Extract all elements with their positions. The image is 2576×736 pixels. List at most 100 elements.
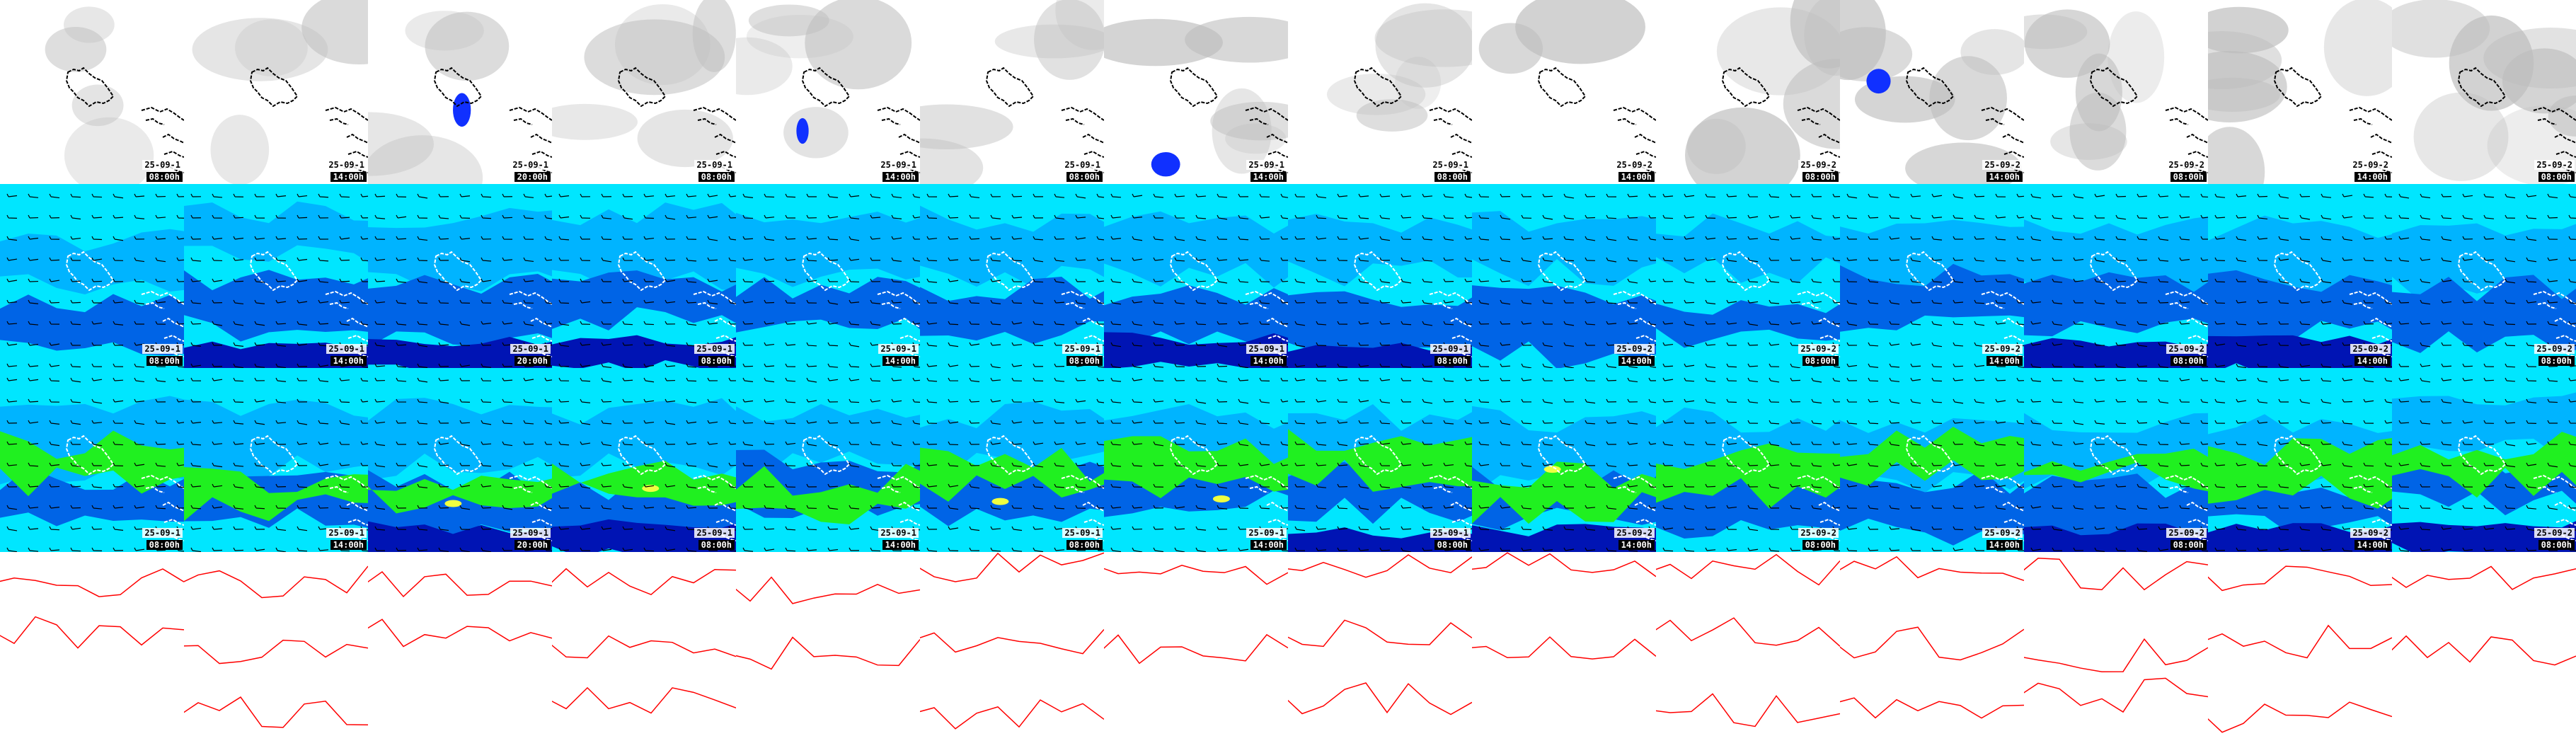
wind-barb-icon <box>707 377 718 381</box>
wind-barb-icon <box>1174 526 1185 530</box>
map-canvas <box>2024 0 2208 184</box>
wind-barb-icon <box>396 236 407 240</box>
wind-barb-icon <box>785 193 796 198</box>
wind-barb-icon <box>1563 398 1575 403</box>
cloud-patch <box>783 107 849 159</box>
wind-barb-icon <box>1953 483 1964 488</box>
map-background <box>0 552 184 736</box>
wind-barb-icon <box>318 363 329 367</box>
isobar-row-tile: 25-09-108:00h <box>552 552 736 736</box>
wind-barb-icon <box>764 321 775 325</box>
wind-barb-icon <box>1110 420 1122 424</box>
wind-barb-icon <box>2179 321 2190 325</box>
wind-barb-icon <box>481 214 492 219</box>
wind-barb-icon <box>1096 398 1104 403</box>
cloud-precip-row-tile: 25-09-1 14:00h <box>1104 0 1288 184</box>
valid-hour-label: 08:00h <box>1066 172 1103 182</box>
wind-barb-icon <box>764 299 775 304</box>
wind-barb-icon <box>417 363 428 368</box>
wind-barb-icon <box>254 420 265 425</box>
wind-barb-icon <box>1358 420 1369 424</box>
wind-barb-icon <box>2179 214 2190 219</box>
wind-barb-icon <box>1747 363 1759 367</box>
wind-barb-icon <box>1337 483 1348 488</box>
wind-barb-icon <box>2137 342 2148 347</box>
wind-barb-icon <box>2214 278 2226 283</box>
coastline <box>2002 501 2024 512</box>
wind-barb-icon <box>1868 483 1879 488</box>
wind-barb-icon <box>2420 377 2431 383</box>
wind-band <box>1656 213 1840 283</box>
wind-barb-icon <box>2030 547 2042 551</box>
wind-barb-icon <box>70 299 81 304</box>
wind-barb-icon <box>212 526 223 530</box>
wind-barb-icon <box>1011 441 1023 445</box>
wind-barb-icon <box>275 257 287 262</box>
wind-barb-icon <box>2115 526 2127 530</box>
wind-barb-icon <box>707 483 718 488</box>
wind-barb-icon <box>1217 547 1228 551</box>
wind-barb-icon <box>785 483 796 488</box>
wind-barb-icon <box>1054 257 1065 262</box>
wind-barb-icon <box>339 483 350 488</box>
wind-barb-icon <box>1153 193 1164 198</box>
wind-barb-icon <box>1379 526 1391 530</box>
cloud-patch <box>748 4 829 37</box>
wind-barb-icon <box>374 547 386 551</box>
wind-barb-icon <box>2073 299 2084 304</box>
map-canvas <box>1288 0 1472 184</box>
wind-barb-icon <box>544 420 552 425</box>
map-canvas <box>1840 552 2024 736</box>
wind-barb-icon <box>2321 236 2332 241</box>
wind-barb-icon <box>1316 193 1327 199</box>
wind-barb-icon <box>2526 299 2537 304</box>
wind-barb-icon <box>481 193 492 198</box>
wind-barb-icon <box>1259 441 1270 446</box>
wind-barb-icon <box>339 462 350 466</box>
wind-barb-icon <box>2257 420 2268 424</box>
coastline <box>2555 518 2576 526</box>
wind-barb-icon <box>275 420 287 424</box>
wind-barb-icon <box>1443 321 1454 326</box>
wind-barb-icon <box>1401 321 1412 326</box>
wind-barb-icon <box>1217 321 1228 325</box>
isobar-row-tile: 25-09-108:00h <box>920 552 1104 736</box>
map-canvas <box>1104 184 1288 368</box>
wind-barb-icon <box>2568 462 2576 467</box>
wind-barb-icon <box>49 278 60 282</box>
coastline <box>1634 501 1656 512</box>
wind-barb-icon <box>113 193 124 199</box>
wind-barb-icon <box>1401 193 1412 197</box>
wind-barb-icon <box>459 441 471 447</box>
wind-barb-icon <box>870 321 881 326</box>
wind-barb-icon <box>2137 299 2148 304</box>
wind-barb-icon <box>1478 321 1490 325</box>
wind-barb-icon <box>481 342 492 346</box>
map-canvas <box>1472 368 1656 552</box>
wind-barb-icon <box>2441 342 2452 346</box>
wind-barb-icon <box>2214 547 2226 551</box>
wind-barb-icon <box>2384 377 2392 382</box>
wind-barb-icon <box>912 420 920 425</box>
wind-barb-icon <box>2236 547 2247 551</box>
wind-barb-icon <box>2384 193 2392 197</box>
coastline <box>162 133 184 144</box>
map-canvas <box>2208 0 2392 184</box>
wind-barb-icon <box>396 214 407 219</box>
wind-barb-icon <box>1747 257 1759 263</box>
valid-date-label: 25-09-1 <box>694 160 735 170</box>
wind-barb-icon <box>190 299 202 304</box>
wind-barb-icon <box>1379 193 1391 197</box>
wind-barb-icon <box>1478 505 1490 509</box>
wind-barb-icon <box>2115 236 2127 241</box>
wind-barb-icon <box>912 299 920 304</box>
wind-barb-icon <box>544 483 552 488</box>
wind-barb-icon <box>459 377 471 381</box>
coastline <box>2371 518 2392 526</box>
wind-barb-icon <box>1500 505 1511 509</box>
wind-barb-icon <box>1195 342 1207 347</box>
wind-barb-icon <box>1705 363 1716 368</box>
wind-barb-icon <box>2052 505 2063 509</box>
isobar-row-tile: 25-09-208:00h <box>2024 552 2208 736</box>
wind-barb-icon <box>1563 257 1575 262</box>
